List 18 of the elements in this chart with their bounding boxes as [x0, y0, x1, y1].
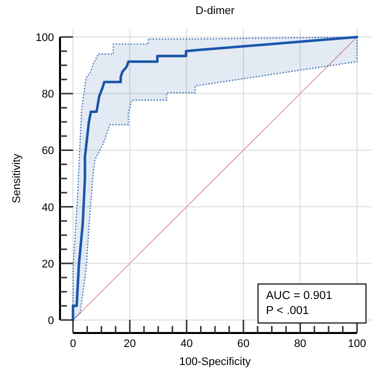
y-tick-label: 60	[42, 145, 54, 158]
x-tick-label: 100	[348, 338, 366, 350]
x-tick-label: 60	[237, 338, 250, 350]
y-tick-label: 0	[48, 315, 54, 327]
y-tick-label: 20	[42, 258, 54, 270]
x-tick-label: 80	[294, 338, 306, 350]
y-tick-label: 100	[36, 32, 54, 44]
chart-title: D-dimer	[195, 5, 235, 17]
annotation: P < .001	[266, 305, 309, 317]
annotation: AUC = 0.901	[266, 290, 332, 302]
y-tick-label: 80	[42, 88, 54, 101]
x-tick-label: 20	[124, 338, 136, 350]
y-axis-title: Sensitivity	[11, 153, 23, 204]
x-tick-label: 0	[70, 338, 76, 350]
text-box: AUC = 0.901 P < .001	[258, 284, 366, 324]
x-tick-label: 40	[180, 338, 193, 350]
x-axis-title: 100-Specificity	[179, 356, 252, 368]
y-tick-label: 40	[42, 202, 54, 214]
